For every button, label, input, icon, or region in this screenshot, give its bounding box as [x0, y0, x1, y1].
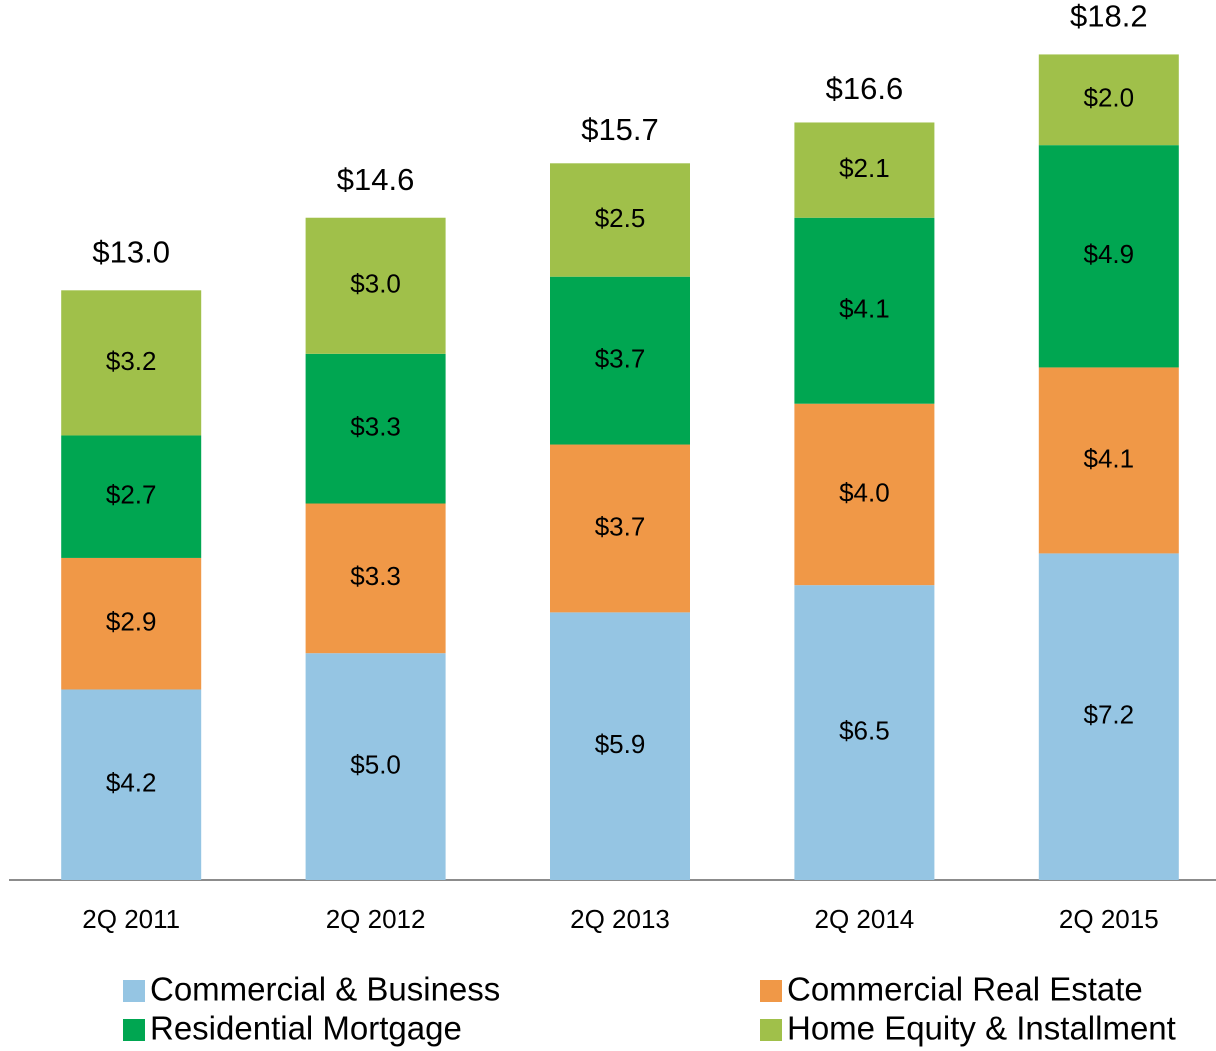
legend-swatch [760, 980, 782, 1002]
legend-swatch [760, 1019, 782, 1041]
bar-segment [61, 290, 202, 436]
legend-label: Residential Mortgage [150, 1010, 462, 1047]
total-label: $14.6 [337, 162, 415, 197]
value-label: $4.0 [839, 477, 890, 507]
value-label: $2.0 [1083, 83, 1134, 113]
value-label: $5.0 [350, 749, 401, 779]
value-label: $5.9 [595, 729, 646, 759]
value-label: $4.9 [1083, 239, 1134, 269]
x-tick-label: 2Q 2015 [1059, 904, 1159, 934]
value-label: $6.5 [839, 715, 890, 745]
total-label: $18.2 [1070, 0, 1148, 34]
value-label: $2.7 [106, 480, 157, 510]
total-label: $16.6 [826, 71, 904, 106]
legend-label: Home Equity & Installment [787, 1010, 1176, 1047]
bar-segment [794, 585, 935, 880]
value-label: $2.5 [595, 203, 646, 233]
bar-segment [1038, 553, 1179, 880]
bar-segment [794, 403, 935, 586]
value-label: $4.1 [1083, 443, 1134, 473]
bar-segment [550, 276, 690, 445]
bar-segment [1038, 367, 1179, 554]
bar-segment [61, 435, 202, 558]
bar-segment [794, 217, 935, 404]
bar-segment [550, 612, 690, 880]
bar-segment [794, 122, 935, 218]
bar-segment [1038, 54, 1179, 146]
bar-segment [305, 503, 446, 654]
bar-segment [550, 444, 690, 613]
bar-segment [61, 689, 202, 880]
value-label: $4.1 [839, 294, 890, 324]
bar-segment [1038, 145, 1179, 368]
legend-swatch [123, 980, 145, 1002]
x-tick-label: 2Q 2014 [815, 904, 915, 934]
x-tick-label: 2Q 2013 [570, 904, 670, 934]
total-label: $15.7 [581, 112, 659, 147]
value-label: $2.1 [839, 153, 890, 183]
value-label: $4.2 [106, 768, 157, 798]
bar-segment [61, 557, 202, 690]
bar-segment [305, 353, 446, 504]
x-tick-label: 2Q 2011 [82, 904, 180, 934]
value-label: $3.3 [350, 412, 401, 442]
legend-label: Commercial Real Estate [787, 971, 1143, 1008]
total-label: $13.0 [92, 234, 170, 269]
bar-segment [550, 163, 690, 277]
value-label: $3.7 [595, 511, 646, 541]
legend-label: Commercial & Business [150, 971, 500, 1008]
value-label: $7.2 [1083, 700, 1134, 730]
value-label: $3.2 [106, 346, 157, 376]
value-label: $2.9 [106, 607, 157, 637]
value-label: $3.3 [350, 561, 401, 591]
bar-segment [305, 653, 446, 880]
value-label: $3.0 [350, 269, 401, 299]
x-tick-label: 2Q 2012 [326, 904, 426, 934]
bar-segment [305, 217, 446, 354]
legend-swatch [123, 1019, 145, 1041]
value-label: $3.7 [595, 343, 646, 373]
